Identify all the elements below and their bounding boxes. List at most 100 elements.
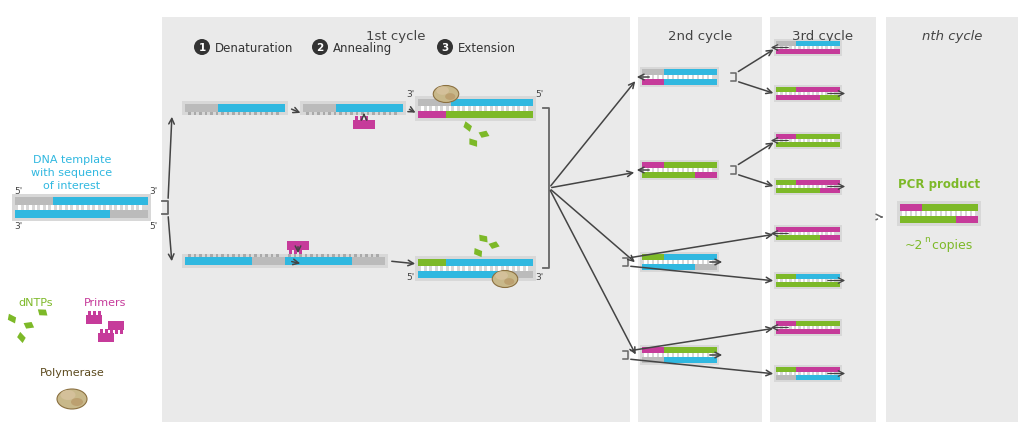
Bar bbox=[782, 326, 784, 329]
Polygon shape bbox=[24, 322, 34, 329]
Bar bbox=[504, 266, 506, 272]
Bar bbox=[185, 258, 252, 265]
Bar bbox=[226, 254, 229, 258]
Bar bbox=[669, 76, 672, 80]
Text: 5': 5' bbox=[14, 187, 23, 195]
Bar bbox=[476, 266, 478, 272]
Ellipse shape bbox=[60, 390, 76, 400]
Bar bbox=[642, 70, 664, 76]
Bar bbox=[684, 76, 686, 80]
Bar bbox=[810, 372, 811, 375]
Bar bbox=[669, 261, 672, 265]
Bar bbox=[776, 180, 796, 186]
Text: DNA template
with sequence
of interest: DNA template with sequence of interest bbox=[32, 155, 113, 191]
Bar bbox=[805, 326, 807, 329]
Bar bbox=[89, 205, 92, 211]
Bar bbox=[818, 372, 820, 375]
Bar bbox=[805, 372, 807, 375]
Bar bbox=[776, 189, 820, 194]
Bar bbox=[818, 186, 820, 189]
Text: nth cycle: nth cycle bbox=[922, 30, 982, 43]
Bar bbox=[259, 113, 262, 116]
Bar bbox=[339, 113, 341, 116]
Bar bbox=[254, 113, 256, 116]
Bar bbox=[792, 47, 794, 50]
Bar bbox=[796, 321, 840, 326]
Bar bbox=[470, 266, 473, 272]
Bar bbox=[814, 326, 816, 329]
Bar bbox=[814, 372, 816, 375]
Bar bbox=[827, 372, 829, 375]
Bar bbox=[73, 205, 76, 211]
Bar bbox=[776, 88, 796, 93]
Bar bbox=[481, 107, 484, 112]
Text: 2: 2 bbox=[316, 43, 324, 53]
Bar bbox=[418, 112, 446, 119]
Ellipse shape bbox=[496, 272, 508, 280]
Text: 3': 3' bbox=[14, 222, 23, 230]
Bar bbox=[110, 329, 113, 333]
Bar bbox=[355, 113, 358, 116]
Bar bbox=[792, 233, 794, 236]
Bar bbox=[520, 266, 522, 272]
Bar bbox=[801, 186, 803, 189]
Bar bbox=[664, 162, 717, 169]
Bar bbox=[460, 266, 462, 272]
Bar bbox=[432, 107, 434, 112]
Bar bbox=[776, 236, 820, 240]
Bar bbox=[694, 76, 696, 80]
Bar bbox=[820, 236, 840, 240]
Bar bbox=[24, 205, 26, 211]
Bar bbox=[649, 353, 651, 357]
Bar bbox=[810, 140, 811, 143]
Bar bbox=[796, 367, 840, 372]
Text: 5': 5' bbox=[407, 272, 415, 281]
Bar bbox=[886, 18, 1018, 422]
Text: 3': 3' bbox=[150, 187, 158, 195]
Bar bbox=[446, 112, 534, 119]
Bar bbox=[642, 80, 664, 86]
Bar bbox=[814, 93, 816, 96]
Bar bbox=[778, 140, 780, 143]
Bar bbox=[654, 261, 656, 265]
Text: copies: copies bbox=[928, 238, 972, 251]
Bar bbox=[354, 254, 356, 258]
Bar bbox=[774, 365, 842, 382]
Bar bbox=[299, 254, 301, 258]
Bar bbox=[238, 113, 240, 116]
Bar bbox=[487, 266, 489, 272]
Bar bbox=[270, 254, 273, 258]
Bar bbox=[957, 212, 959, 216]
Bar bbox=[942, 212, 944, 216]
Bar bbox=[796, 42, 840, 47]
Bar bbox=[776, 367, 796, 372]
Bar bbox=[418, 272, 505, 279]
Text: Extension: Extension bbox=[458, 42, 516, 55]
Bar bbox=[306, 113, 308, 116]
Bar bbox=[922, 205, 978, 212]
Bar bbox=[388, 113, 391, 116]
Bar bbox=[699, 169, 701, 173]
Bar bbox=[674, 261, 677, 265]
Bar bbox=[972, 212, 975, 216]
Bar bbox=[427, 107, 429, 112]
Bar bbox=[40, 205, 43, 211]
Bar bbox=[796, 372, 798, 375]
Bar bbox=[674, 169, 677, 173]
Bar bbox=[371, 254, 373, 258]
Bar bbox=[792, 279, 794, 283]
Bar bbox=[792, 93, 794, 96]
Bar bbox=[481, 266, 484, 272]
Text: n: n bbox=[924, 234, 930, 244]
Bar bbox=[684, 353, 686, 357]
Polygon shape bbox=[479, 235, 487, 243]
Bar bbox=[787, 140, 790, 143]
Bar bbox=[774, 319, 842, 336]
Bar bbox=[276, 113, 279, 116]
Bar bbox=[12, 194, 151, 222]
Bar bbox=[476, 107, 478, 112]
Bar bbox=[831, 47, 834, 50]
Bar bbox=[265, 113, 267, 116]
Bar bbox=[792, 326, 794, 329]
Bar bbox=[705, 261, 707, 265]
